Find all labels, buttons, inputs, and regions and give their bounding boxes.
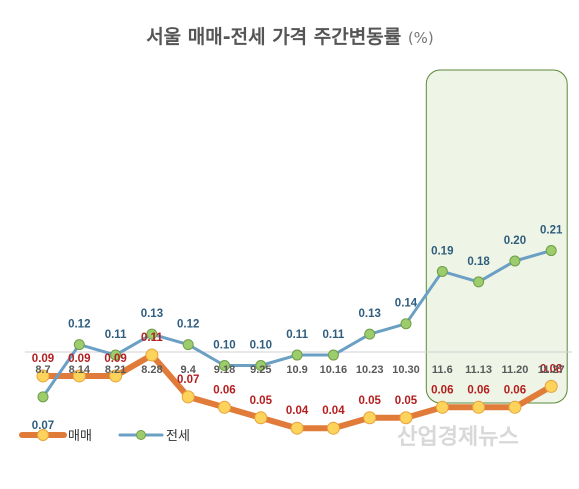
data-label-sale: 0.08 [540,363,563,375]
data-label-sale: 0.06 [504,384,526,396]
point-sale [508,400,522,414]
data-label-jeonse: 0.10 [250,340,272,352]
data-label-jeonse: 0.13 [141,308,163,320]
point-sale [181,390,195,404]
x-tick-label: 9.4 [181,364,197,376]
point-jeonse [291,349,303,361]
point-sale [72,369,86,383]
legend-marker-jeonse [136,430,146,440]
point-jeonse [545,245,557,257]
point-sale [145,348,159,362]
point-sale [399,411,413,425]
point-jeonse [255,360,267,371]
data-label-jeonse: 0.21 [540,225,563,237]
x-tick-label: 8.28 [141,364,162,376]
point-jeonse [327,349,339,361]
data-label-sale: 0.06 [431,384,453,396]
data-label-jeonse: 0.18 [467,256,490,268]
data-label-jeonse: 0.12 [177,319,199,331]
highlight-box [425,69,568,404]
point-sale [472,400,486,414]
data-label-sale: 0.09 [32,353,54,365]
point-sale [254,411,268,425]
point-jeonse [400,318,412,330]
point-sale [109,369,123,383]
x-tick-label: 10.30 [392,364,420,376]
point-jeonse [436,265,448,277]
legend: 매매 전세 [19,429,190,444]
data-label-sale: 0.04 [286,405,309,417]
data-label-sale: 0.07 [177,374,199,386]
data-label-jeonse: 0.11 [323,329,345,341]
legend-label-sale: 매매 [68,429,92,444]
point-sale [435,400,449,414]
x-tick-label: 8.21 [105,364,126,376]
point-jeonse [73,339,85,351]
legend-label-jeonse: 전세 [166,429,190,444]
x-tick-label: 11.6 [432,364,453,376]
point-jeonse [509,255,521,267]
data-label-sale: 0.11 [141,332,163,344]
data-label-jeonse: 0.13 [359,308,381,320]
chart-title-unit: (%) [408,29,434,47]
data-label-sale: 0.05 [359,395,382,407]
x-tick-label: 10.9 [286,364,307,376]
point-jeonse [110,349,122,361]
data-label-jeonse: 0.07 [32,420,54,432]
x-tick-label: 11.20 [501,364,528,376]
data-label-sale: 0.05 [395,395,418,407]
point-sale [363,411,377,425]
data-label-sale: 0.09 [68,353,90,365]
x-tick-label: 9.25 [250,364,271,376]
data-label-sale: 0.09 [104,353,126,365]
data-label-sale: 0.05 [250,395,273,407]
data-label-jeonse: 0.11 [105,329,127,341]
point-jeonse [37,391,49,403]
x-tick-label: 8.7 [35,364,50,376]
watermark: 산업경제뉴스 [397,425,518,450]
data-label-jeonse: 0.12 [68,319,90,331]
x-tick-label: 10.16 [320,364,348,376]
data-label-jeonse: 0.20 [504,235,526,247]
data-label-jeonse: 0.19 [431,245,453,257]
point-jeonse [219,360,230,371]
point-jeonse [473,276,485,288]
data-label-sale: 0.06 [467,384,489,396]
point-sale [326,421,340,435]
x-tick-label: 8.14 [69,364,91,376]
data-label-jeonse: 0.10 [213,340,235,352]
data-label-jeonse: 0.14 [395,298,418,310]
data-label-sale: 0.04 [322,405,345,417]
point-sale [544,379,558,393]
legend-marker-sale [37,429,49,441]
x-tick-label: 9.18 [214,364,235,376]
point-sale [290,421,304,435]
point-jeonse [146,328,158,340]
x-tick-label: 11.13 [465,364,492,376]
x-tick-label: 11.27 [538,364,565,376]
x-tick-label: 10.23 [356,364,384,376]
point-sale [218,400,231,414]
chart-title: 서울 매매-전세 가격 주간변동률 (%) [146,26,434,48]
point-sale [36,369,50,383]
data-label-sale: 0.06 [213,384,235,396]
point-jeonse [364,328,376,340]
point-jeonse [182,339,194,351]
data-label-jeonse: 0.11 [286,329,308,341]
